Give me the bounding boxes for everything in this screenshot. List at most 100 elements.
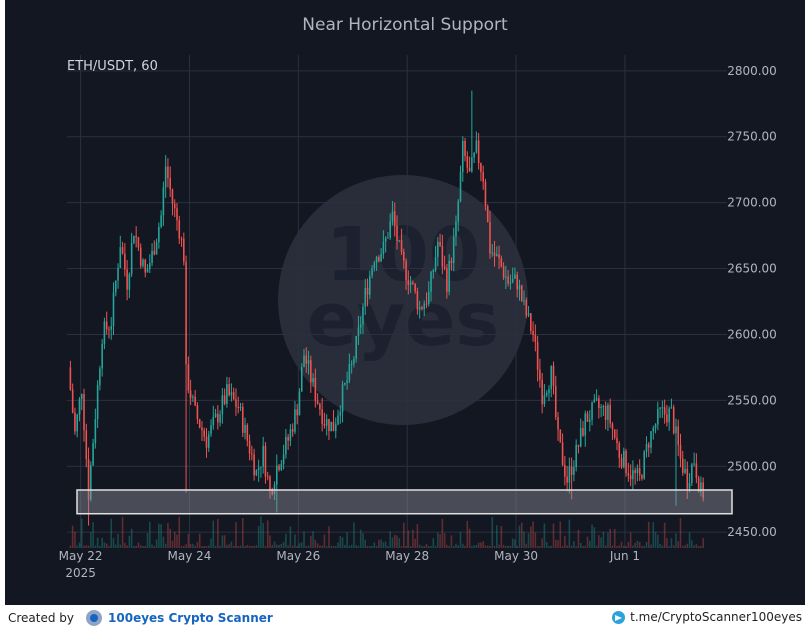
candle[interactable] — [339, 405, 342, 424]
candle[interactable] — [384, 236, 387, 253]
candle[interactable] — [221, 388, 224, 424]
candle[interactable] — [591, 401, 593, 426]
candle[interactable] — [459, 165, 462, 203]
candle[interactable] — [652, 425, 655, 440]
candle[interactable] — [493, 240, 496, 267]
candle[interactable] — [334, 417, 337, 439]
candle[interactable] — [321, 397, 323, 432]
candle[interactable] — [103, 317, 106, 350]
candle[interactable] — [414, 283, 416, 294]
candle[interactable] — [325, 414, 328, 436]
candle[interactable] — [539, 358, 541, 388]
candle[interactable] — [688, 473, 691, 493]
candle[interactable] — [439, 233, 441, 247]
candle[interactable] — [620, 453, 623, 469]
candle[interactable] — [355, 335, 357, 363]
candle[interactable] — [679, 433, 682, 468]
candle[interactable] — [477, 133, 480, 170]
candle[interactable] — [130, 232, 133, 277]
candle[interactable] — [434, 245, 437, 273]
candle[interactable] — [486, 204, 489, 223]
candle[interactable] — [541, 372, 543, 414]
candle[interactable] — [484, 178, 487, 211]
candle[interactable] — [672, 404, 675, 435]
candle[interactable] — [634, 467, 636, 485]
candle[interactable] — [203, 427, 206, 442]
candle[interactable] — [604, 401, 607, 430]
candle[interactable] — [409, 275, 412, 293]
candle[interactable] — [455, 215, 457, 246]
candle[interactable] — [239, 402, 242, 411]
candle[interactable] — [108, 326, 110, 339]
candle[interactable] — [341, 380, 344, 423]
candle[interactable] — [137, 236, 140, 251]
candle[interactable] — [144, 258, 147, 278]
candle[interactable] — [552, 361, 555, 395]
candle[interactable] — [632, 460, 634, 491]
candle[interactable] — [90, 461, 92, 502]
candle[interactable] — [573, 460, 575, 482]
candle[interactable] — [666, 404, 668, 427]
candle[interactable] — [96, 380, 99, 429]
candle[interactable] — [382, 230, 385, 259]
candle[interactable] — [110, 317, 113, 340]
candle[interactable] — [255, 469, 258, 477]
candle[interactable] — [180, 236, 183, 247]
candle[interactable] — [400, 228, 403, 256]
candle[interactable] — [296, 403, 298, 425]
candle[interactable] — [627, 462, 630, 482]
candle[interactable] — [185, 255, 187, 493]
candle[interactable] — [405, 258, 407, 290]
candle[interactable] — [407, 270, 410, 295]
candle[interactable] — [248, 434, 251, 461]
candle[interactable] — [223, 388, 226, 406]
candle[interactable] — [427, 281, 430, 307]
candle[interactable] — [661, 400, 664, 418]
candle[interactable] — [298, 388, 301, 416]
candle[interactable] — [641, 473, 643, 481]
candle[interactable] — [421, 305, 423, 311]
candle[interactable] — [232, 387, 235, 401]
candle[interactable] — [520, 284, 523, 302]
candle[interactable] — [525, 297, 528, 319]
candle[interactable] — [588, 410, 591, 432]
candle[interactable] — [507, 270, 509, 287]
candle[interactable] — [595, 389, 598, 402]
candle[interactable] — [450, 257, 453, 271]
candle[interactable] — [611, 421, 614, 440]
candle[interactable] — [210, 419, 212, 437]
candle[interactable] — [76, 413, 78, 438]
candle[interactable] — [187, 356, 190, 394]
candle[interactable] — [548, 385, 550, 402]
candle[interactable] — [561, 433, 564, 467]
candle[interactable] — [212, 405, 215, 430]
candle[interactable] — [452, 227, 455, 272]
candle[interactable] — [677, 419, 680, 456]
candle[interactable] — [164, 155, 167, 198]
candle[interactable] — [480, 162, 482, 182]
candle[interactable] — [364, 278, 367, 315]
candle[interactable] — [691, 462, 693, 486]
candle[interactable] — [489, 210, 491, 259]
candle[interactable] — [570, 457, 573, 500]
candle[interactable] — [532, 321, 534, 342]
candle[interactable] — [461, 136, 464, 182]
candle[interactable] — [319, 402, 321, 416]
candle[interactable] — [498, 245, 500, 270]
candle[interactable] — [171, 188, 174, 216]
candle[interactable] — [282, 444, 285, 470]
candle[interactable] — [362, 303, 364, 335]
candle[interactable] — [133, 235, 135, 245]
candle[interactable] — [511, 267, 514, 284]
candle[interactable] — [348, 353, 351, 384]
candle[interactable] — [162, 181, 165, 226]
candle[interactable] — [310, 355, 312, 393]
candle[interactable] — [300, 363, 303, 392]
candle[interactable] — [105, 311, 108, 335]
candle[interactable] — [74, 407, 76, 435]
candle[interactable] — [251, 445, 253, 461]
candle[interactable] — [312, 373, 314, 387]
candle[interactable] — [684, 459, 686, 475]
candle[interactable] — [586, 410, 589, 422]
candle[interactable] — [536, 335, 539, 382]
